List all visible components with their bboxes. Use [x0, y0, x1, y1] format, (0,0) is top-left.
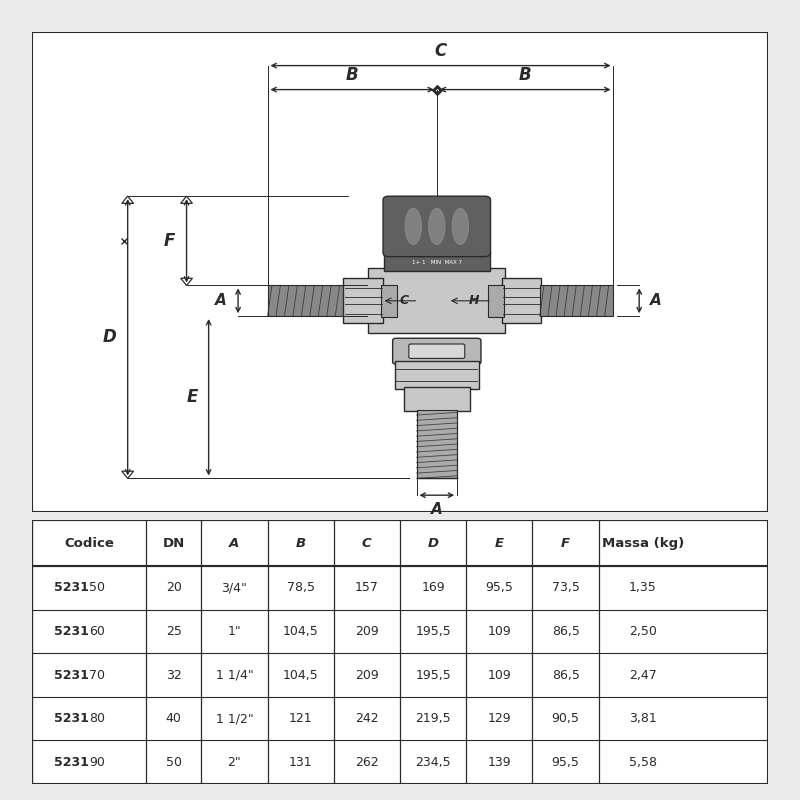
Text: D: D: [103, 328, 117, 346]
Text: 80: 80: [89, 712, 105, 725]
Text: 70: 70: [89, 669, 105, 682]
Text: 219,5: 219,5: [415, 712, 451, 725]
Text: 50: 50: [89, 582, 105, 594]
Text: Codice: Codice: [64, 537, 114, 550]
Text: 1 1/2": 1 1/2": [215, 712, 254, 725]
Text: 104,5: 104,5: [282, 625, 318, 638]
Text: 5231: 5231: [54, 756, 89, 769]
Text: 157: 157: [355, 582, 379, 594]
FancyBboxPatch shape: [393, 338, 481, 364]
Bar: [417, 410, 457, 478]
Text: E: E: [495, 537, 504, 550]
Text: A: A: [650, 294, 662, 308]
Text: H: H: [468, 294, 479, 307]
Text: 209: 209: [355, 625, 378, 638]
Text: 2,47: 2,47: [629, 669, 657, 682]
Text: DN: DN: [162, 537, 185, 550]
Text: 129: 129: [487, 712, 511, 725]
Text: Massa (kg): Massa (kg): [602, 537, 684, 550]
Text: 5231: 5231: [54, 712, 89, 725]
Text: 86,5: 86,5: [552, 625, 579, 638]
Ellipse shape: [405, 209, 422, 245]
Text: 234,5: 234,5: [415, 756, 451, 769]
Ellipse shape: [429, 209, 445, 245]
Text: A: A: [230, 537, 239, 550]
Text: A: A: [215, 294, 227, 308]
Text: 2,50: 2,50: [629, 625, 657, 638]
Text: 1 1/4": 1 1/4": [215, 669, 254, 682]
FancyBboxPatch shape: [368, 268, 506, 334]
Text: 1,35: 1,35: [629, 582, 657, 594]
Text: 95,5: 95,5: [486, 582, 514, 594]
Text: 209: 209: [355, 669, 378, 682]
Text: 109: 109: [487, 625, 511, 638]
Ellipse shape: [452, 209, 469, 245]
Text: 20: 20: [166, 582, 182, 594]
FancyBboxPatch shape: [487, 285, 504, 317]
Text: 25: 25: [166, 625, 182, 638]
Text: 121: 121: [289, 712, 313, 725]
Text: 95,5: 95,5: [552, 756, 579, 769]
Text: 32: 32: [166, 669, 182, 682]
Text: 5231: 5231: [54, 669, 89, 682]
Text: 242: 242: [355, 712, 378, 725]
Text: 169: 169: [422, 582, 445, 594]
Text: 5,58: 5,58: [629, 756, 657, 769]
Text: C: C: [362, 537, 372, 550]
Text: 40: 40: [166, 712, 182, 725]
Text: 50: 50: [166, 756, 182, 769]
Text: 139: 139: [487, 756, 511, 769]
Text: 195,5: 195,5: [415, 669, 451, 682]
Text: B: B: [295, 537, 306, 550]
FancyBboxPatch shape: [502, 278, 542, 323]
FancyBboxPatch shape: [384, 252, 490, 270]
Text: 104,5: 104,5: [282, 669, 318, 682]
Text: 1": 1": [227, 625, 242, 638]
Text: F: F: [164, 232, 175, 250]
Bar: [267, 286, 345, 316]
Text: 1+ 1   MIN  MAX 7: 1+ 1 MIN MAX 7: [412, 260, 462, 266]
Text: 73,5: 73,5: [552, 582, 579, 594]
Text: 195,5: 195,5: [415, 625, 451, 638]
Text: 2": 2": [227, 756, 242, 769]
Text: 5231: 5231: [54, 582, 89, 594]
Text: 90,5: 90,5: [552, 712, 579, 725]
Text: C: C: [399, 294, 408, 307]
Text: 3/4": 3/4": [222, 582, 247, 594]
FancyBboxPatch shape: [409, 344, 465, 358]
Text: D: D: [428, 537, 438, 550]
Text: 5231: 5231: [54, 625, 89, 638]
Text: 131: 131: [289, 756, 313, 769]
Text: 3,81: 3,81: [629, 712, 657, 725]
Text: 60: 60: [89, 625, 105, 638]
Text: F: F: [561, 537, 570, 550]
FancyBboxPatch shape: [381, 285, 397, 317]
Text: C: C: [434, 42, 446, 60]
Text: 109: 109: [487, 669, 511, 682]
Text: B: B: [346, 66, 358, 84]
Text: A: A: [431, 502, 442, 518]
Bar: [540, 286, 614, 316]
FancyBboxPatch shape: [404, 387, 470, 410]
FancyBboxPatch shape: [395, 361, 478, 389]
Text: 90: 90: [89, 756, 105, 769]
FancyBboxPatch shape: [343, 278, 383, 323]
Text: E: E: [186, 388, 198, 406]
Text: 78,5: 78,5: [286, 582, 314, 594]
FancyBboxPatch shape: [383, 196, 490, 257]
Text: B: B: [519, 66, 531, 84]
Text: 262: 262: [355, 756, 378, 769]
Text: 86,5: 86,5: [552, 669, 579, 682]
